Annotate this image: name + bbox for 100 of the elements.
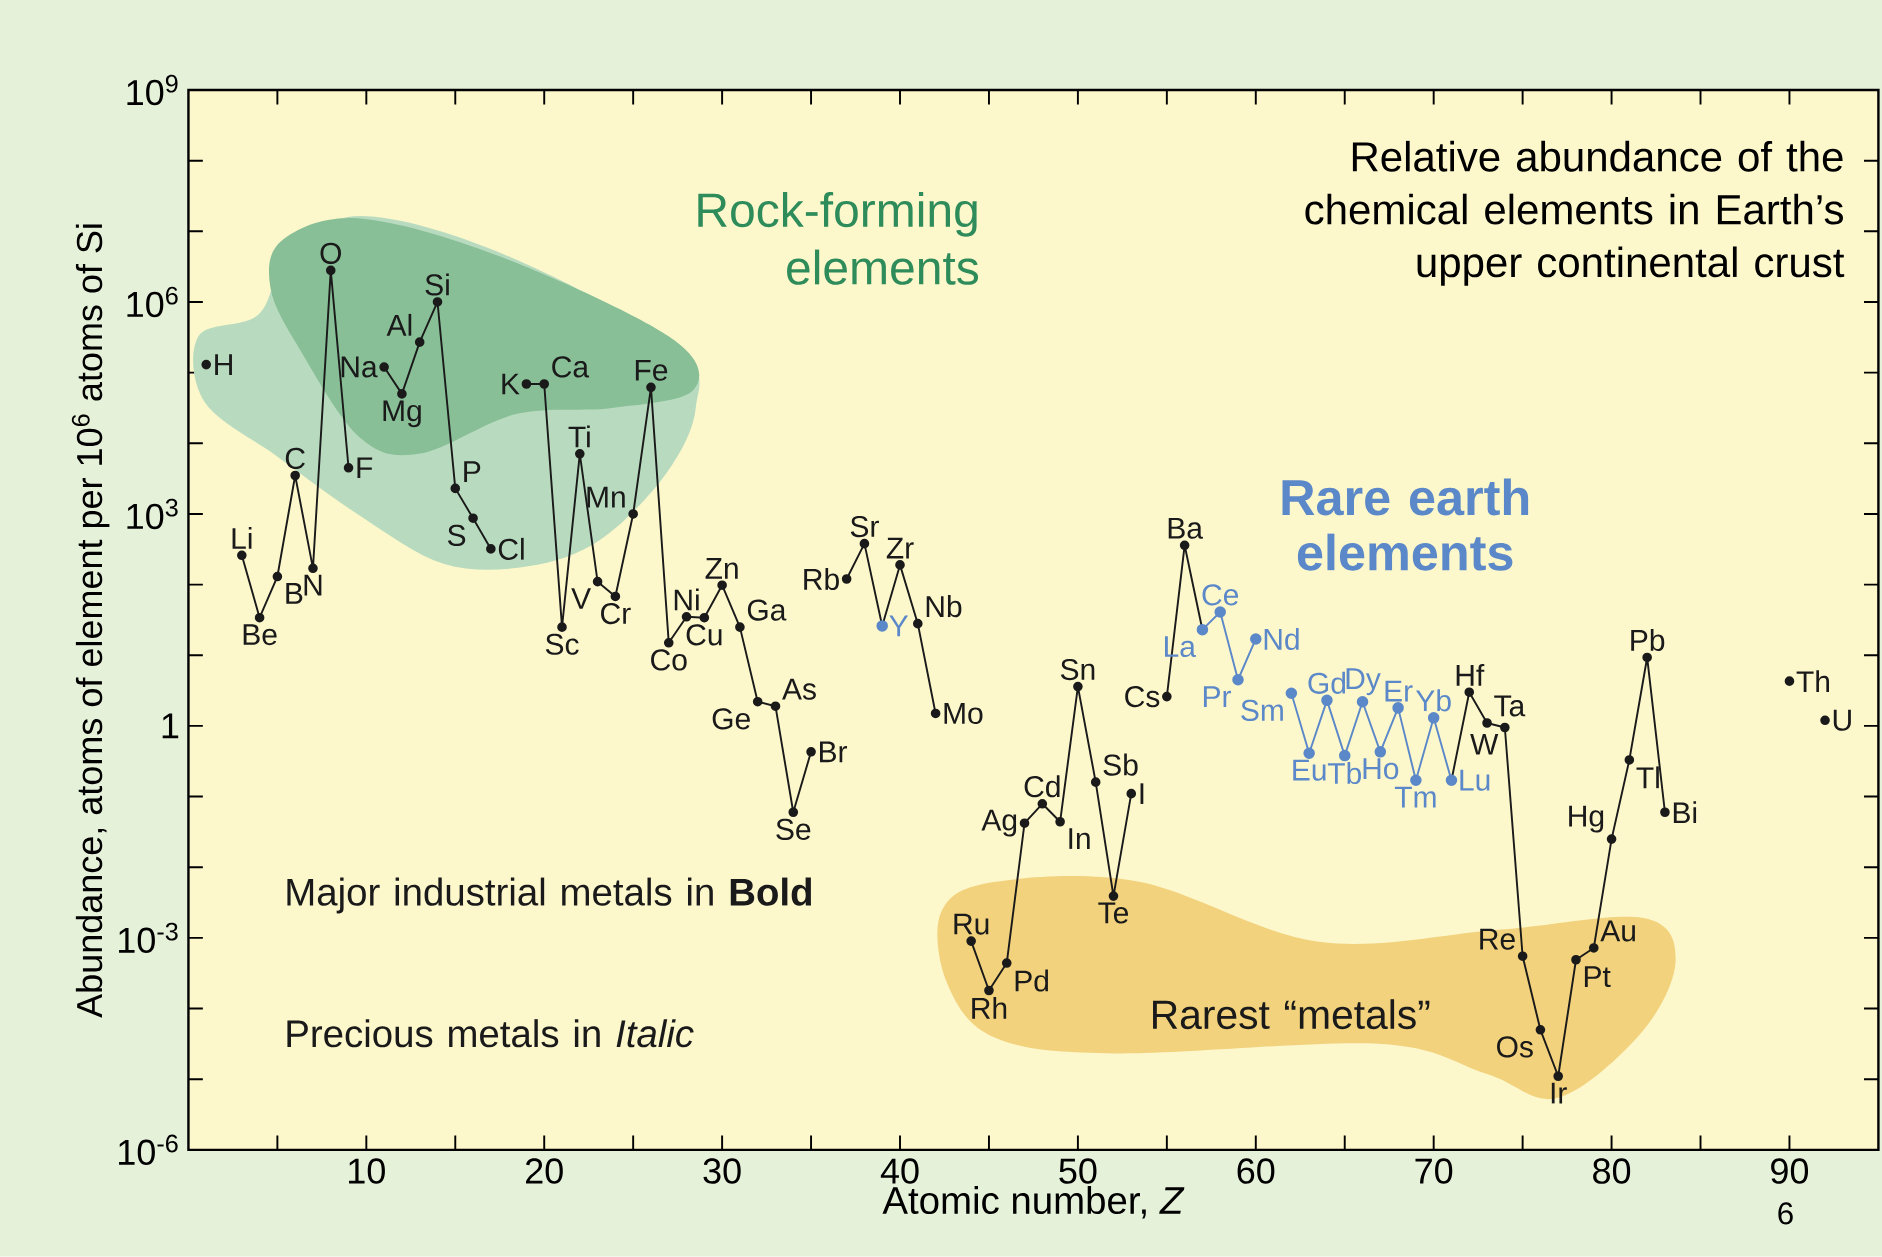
x-tick-label: 30	[703, 1158, 741, 1184]
annotation: Ru	[954, 913, 989, 935]
x-tick-label: 60	[1237, 1158, 1275, 1184]
annotation: Rb	[804, 568, 839, 591]
annotation: Pd	[1015, 969, 1048, 992]
annotation: Cu	[686, 624, 722, 646]
annotation: H	[215, 354, 232, 376]
x-tick-label: 70	[1415, 1158, 1453, 1184]
annotation: Cl	[498, 538, 524, 561]
annotation: V	[571, 588, 591, 609]
annotation: Pr	[1203, 686, 1232, 708]
annotation: Al	[386, 314, 412, 336]
annotation: Mg	[383, 400, 421, 428]
y-axis-title: Abundance, atoms of element per 10$^{6}$ atoms of Si	[71, 224, 110, 1018]
annotation: Sm	[1241, 699, 1283, 722]
annotation: Pt	[1584, 966, 1611, 988]
annotation: Hf	[1456, 664, 1485, 686]
annotation: Zn	[705, 558, 738, 579]
annotation: Tb	[1327, 762, 1361, 785]
annotation: Tl	[1636, 766, 1659, 789]
annotation: Ti	[568, 425, 590, 448]
annotation: As	[782, 678, 816, 700]
annotation: Dy	[1346, 668, 1381, 696]
x-tick-label: 80	[1593, 1158, 1631, 1184]
annotation: Nd	[1264, 628, 1299, 651]
annotation: Sc	[545, 633, 579, 656]
annotation: Th	[1796, 670, 1829, 693]
annotation: Ta	[1494, 695, 1526, 717]
annotation: Na	[341, 356, 378, 378]
annotation: Rh	[972, 997, 1007, 1019]
annotation: N	[304, 574, 322, 596]
annotation: Li	[232, 527, 252, 549]
annotation: Tm	[1394, 786, 1436, 808]
annotation: Re	[1480, 928, 1515, 950]
annotation: Bi	[1673, 801, 1697, 824]
annotation: Ni	[674, 588, 699, 611]
series-label: Rare earth elements	[1282, 478, 1529, 571]
annotation: Ce	[1202, 584, 1239, 606]
annotation: Co	[651, 649, 687, 671]
annotation: Cr	[601, 603, 631, 625]
annotation: In	[1069, 828, 1090, 850]
y-tick-label: 10$^{-6}$	[119, 1134, 178, 1166]
annotation: Be	[243, 624, 277, 646]
x-tick-label: 10	[349, 1158, 385, 1184]
annotation: Mn	[587, 487, 625, 508]
annotation: Ga	[747, 599, 787, 621]
annotation: Ho	[1363, 758, 1399, 780]
annotation: Er	[1385, 680, 1413, 702]
annotation: W	[1470, 734, 1499, 755]
annotation: Rock-forming elements	[698, 192, 979, 285]
y-tick-label: 10$^{3}$	[127, 498, 178, 530]
annotation: F	[357, 457, 373, 479]
annotation: O	[320, 242, 341, 265]
annotation: Ca	[552, 356, 590, 378]
annotation: Cd	[1024, 775, 1060, 798]
y-tick-label: 10$^{-3}$	[119, 922, 178, 954]
x-axis-title: Atomic number, Z	[882, 1186, 1185, 1219]
y-tick-label: 1	[162, 713, 179, 739]
annotation: Rarest “metals”	[1153, 999, 1430, 1030]
annotation: U	[1833, 710, 1851, 731]
x-tick-label: 40	[880, 1158, 919, 1184]
annotation: Se	[776, 818, 811, 841]
annotation: Major industrial metals in Bold	[287, 877, 812, 914]
annotation: P	[464, 461, 481, 483]
annotation: Fe	[635, 360, 668, 381]
annotation: Sr	[850, 516, 879, 538]
annotation: Ag	[981, 809, 1017, 837]
annotation: S	[447, 524, 466, 547]
annotation: Nb	[926, 595, 962, 618]
annotation: Te	[1098, 902, 1129, 924]
x-tick-label: 90	[1771, 1158, 1809, 1184]
annotation: Si	[425, 273, 449, 296]
y-tick-label: 10$^{9}$	[127, 74, 178, 106]
annotation: Yb	[1416, 689, 1451, 712]
annotation: Br	[819, 741, 848, 763]
x-tick-label: 50	[1059, 1158, 1097, 1184]
annotation: Eu	[1293, 759, 1326, 781]
annotation: B	[286, 583, 303, 604]
annotation: Y	[889, 615, 909, 637]
x-tick-label: 20	[526, 1158, 563, 1184]
annotation: Au	[1600, 920, 1635, 942]
annotation: Ge	[712, 708, 750, 730]
annotation: Mo	[944, 703, 983, 725]
text: 6	[1778, 1202, 1793, 1225]
annotation: Ir	[1551, 1082, 1567, 1104]
annotation: K	[502, 373, 520, 395]
annotation: Cs	[1125, 686, 1160, 708]
annotation: Pb	[1631, 629, 1665, 652]
annotation: Lu	[1460, 770, 1490, 791]
text: Relative abundance of the chemical elements in Earth’s upper continental crust	[1305, 141, 1845, 286]
annotation: Hg	[1569, 805, 1604, 833]
annotation: I	[1140, 783, 1144, 805]
annotation: Zr	[886, 537, 914, 559]
annotation: C	[285, 447, 305, 470]
annotation: Gd	[1308, 671, 1346, 695]
annotation: Ba	[1168, 518, 1203, 539]
annotation: Os	[1497, 1036, 1533, 1058]
annotation: Precious metals in Italic	[287, 1019, 694, 1048]
annotation: Sn	[1060, 659, 1095, 681]
annotation: Sb	[1103, 753, 1138, 776]
